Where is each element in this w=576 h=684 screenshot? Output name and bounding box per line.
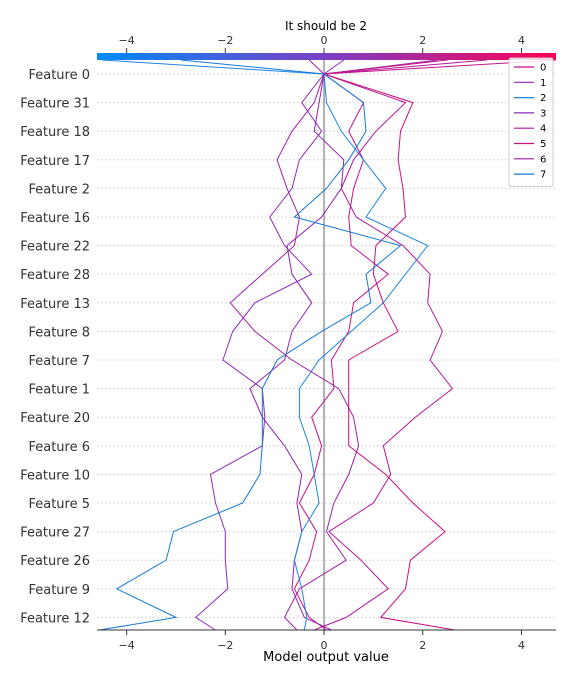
feature-label: Feature 17 bbox=[20, 154, 90, 169]
feature-label: Feature 31 bbox=[20, 97, 90, 112]
feature-label: Feature 22 bbox=[20, 240, 90, 255]
feature-label: Feature 9 bbox=[28, 583, 90, 598]
legend-label: 5 bbox=[540, 139, 546, 150]
feature-label: Feature 12 bbox=[20, 611, 90, 626]
series-line-3 bbox=[194, 59, 345, 631]
feature-label: Feature 18 bbox=[20, 125, 90, 140]
colorbar bbox=[97, 53, 556, 60]
series-line-0 bbox=[293, 59, 557, 631]
feature-label: Feature 13 bbox=[20, 297, 90, 312]
legend-label: 1 bbox=[540, 78, 546, 89]
gridlines bbox=[97, 73, 556, 618]
series-line-7 bbox=[99, 59, 402, 631]
top-tick-label: 4 bbox=[518, 34, 525, 47]
series-line-6 bbox=[229, 59, 360, 631]
series-lines bbox=[99, 59, 557, 631]
top-axis: −4 −2 0 2 4 bbox=[119, 34, 525, 53]
chart-title: It should be 2 bbox=[285, 19, 367, 33]
feature-label: Feature 27 bbox=[20, 526, 90, 541]
legend-label: 0 bbox=[540, 63, 546, 74]
feature-label: Feature 1 bbox=[28, 383, 90, 398]
feature-label: Feature 6 bbox=[28, 440, 90, 455]
x-tick-label: 4 bbox=[518, 639, 525, 652]
top-tick-label: −2 bbox=[217, 34, 233, 47]
legend-label: 6 bbox=[540, 154, 546, 165]
feature-label: Feature 26 bbox=[20, 554, 90, 569]
x-tick-label: 0 bbox=[321, 639, 328, 652]
x-tick-label: −2 bbox=[217, 639, 233, 652]
feature-label: Feature 0 bbox=[28, 68, 90, 83]
x-axis: −4 −2 0 2 4 bbox=[97, 629, 556, 652]
feature-labels: Feature 0 Feature 31 Feature 18 Feature 17 F… bbox=[20, 68, 90, 626]
x-axis-label: Model output value bbox=[263, 650, 389, 665]
feature-label: Feature 2 bbox=[28, 182, 90, 197]
feature-label: Feature 10 bbox=[20, 468, 90, 483]
top-tick-label: 2 bbox=[419, 34, 426, 47]
legend-label: 3 bbox=[540, 108, 546, 119]
x-tick-label: 2 bbox=[419, 639, 426, 652]
feature-label: Feature 20 bbox=[20, 411, 90, 426]
feature-label: Feature 7 bbox=[28, 354, 90, 369]
legend-label: 4 bbox=[540, 124, 546, 135]
series-line-2 bbox=[101, 59, 429, 631]
series-line-5 bbox=[323, 59, 455, 631]
top-tick-label: −4 bbox=[119, 34, 135, 47]
feature-label: Feature 16 bbox=[20, 211, 90, 226]
series-line-4 bbox=[314, 59, 487, 631]
legend-label: 7 bbox=[540, 170, 546, 181]
legend: 0 1 2 3 4 5 6 7 bbox=[508, 57, 554, 187]
x-tick-label: −4 bbox=[119, 639, 135, 652]
legend-label: 2 bbox=[540, 93, 546, 104]
legend-box bbox=[508, 57, 554, 187]
top-tick-label: 0 bbox=[321, 34, 328, 47]
feature-label: Feature 8 bbox=[28, 325, 90, 340]
feature-label: Feature 28 bbox=[20, 268, 90, 283]
feature-label: Feature 5 bbox=[28, 497, 90, 512]
